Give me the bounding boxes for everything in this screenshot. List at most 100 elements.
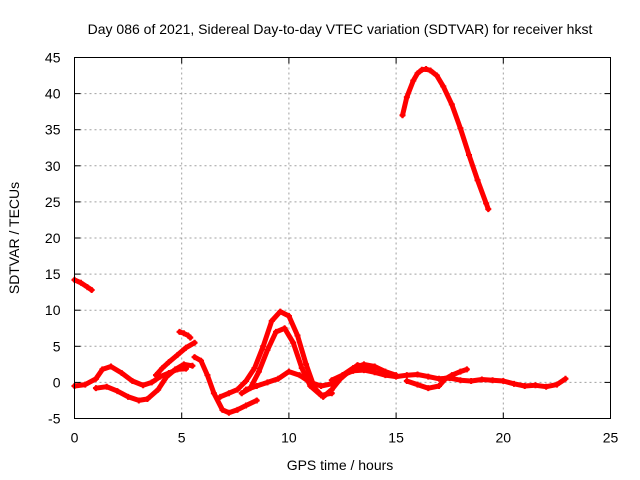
data-point xyxy=(463,366,470,373)
data-point xyxy=(155,386,162,393)
data-point xyxy=(275,375,282,382)
y-tick-label: 20 xyxy=(45,230,61,246)
data-point xyxy=(500,377,507,384)
data-point xyxy=(92,375,99,382)
data-point xyxy=(433,72,440,79)
axis-ticks xyxy=(74,57,611,419)
data-point xyxy=(296,372,303,379)
data-point xyxy=(140,382,147,389)
x-tick-label: 10 xyxy=(281,430,297,446)
data-point xyxy=(135,397,142,404)
data-point xyxy=(457,125,464,132)
data-point xyxy=(84,284,91,291)
data-point xyxy=(253,397,260,404)
data-point xyxy=(281,325,288,332)
data-point xyxy=(114,388,121,395)
data-point xyxy=(285,312,292,319)
data-point xyxy=(543,383,550,390)
y-tick-label: 45 xyxy=(45,50,61,66)
data-point xyxy=(468,377,475,384)
data-point xyxy=(442,375,449,382)
data-point xyxy=(191,339,198,346)
data-point xyxy=(360,361,367,368)
y-tick-label: 25 xyxy=(45,194,61,210)
data-point xyxy=(465,151,472,158)
data-series xyxy=(71,66,569,416)
data-point xyxy=(92,385,99,392)
data-point xyxy=(478,376,485,383)
y-tick-label: 35 xyxy=(45,122,61,138)
data-point xyxy=(88,286,95,293)
data-point xyxy=(457,377,464,384)
y-tick-label: -5 xyxy=(48,411,61,427)
x-tick-label: 25 xyxy=(603,430,619,446)
y-axis-label: SDTVAR / TECUs xyxy=(6,182,22,294)
data-point xyxy=(176,328,183,335)
data-point xyxy=(328,377,335,384)
data-point xyxy=(157,373,164,380)
data-point xyxy=(197,357,204,364)
data-point xyxy=(144,396,151,403)
data-point xyxy=(234,386,241,393)
data-point xyxy=(485,206,492,213)
data-point xyxy=(435,383,442,390)
data-point xyxy=(273,328,280,335)
data-point xyxy=(553,381,560,388)
y-tick-label: 15 xyxy=(45,266,61,282)
data-point xyxy=(474,177,481,184)
data-point xyxy=(159,364,166,371)
data-point xyxy=(532,382,539,389)
data-point xyxy=(180,361,187,368)
data-point xyxy=(435,375,442,382)
y-tick-label: 30 xyxy=(45,158,61,174)
data-point xyxy=(165,359,172,366)
x-tick-label: 5 xyxy=(178,430,186,446)
data-point xyxy=(243,386,250,393)
x-axis-label: GPS time / hours xyxy=(287,457,394,473)
y-tick-label: 40 xyxy=(45,86,61,102)
data-point xyxy=(403,372,410,379)
data-point xyxy=(371,363,378,370)
data-point xyxy=(277,308,284,315)
data-point xyxy=(318,392,325,399)
data-point xyxy=(393,373,400,380)
data-point xyxy=(448,101,455,108)
chart-title: Day 086 of 2021, Sidereal Day-to-day VTE… xyxy=(88,21,593,37)
data-point xyxy=(129,377,136,384)
data-point xyxy=(225,409,232,416)
data-point xyxy=(318,383,325,390)
data-point xyxy=(264,346,271,353)
data-point xyxy=(191,354,198,361)
data-point xyxy=(521,383,528,390)
data-point xyxy=(255,368,262,375)
data-point xyxy=(371,369,378,376)
series-track-1 xyxy=(72,277,95,293)
data-point xyxy=(403,377,410,384)
data-point xyxy=(210,390,217,397)
data-point xyxy=(251,364,258,371)
data-point xyxy=(290,339,297,346)
data-point xyxy=(82,381,89,388)
data-point xyxy=(243,377,250,384)
data-point xyxy=(294,332,301,339)
data-point xyxy=(264,379,271,386)
data-point xyxy=(427,67,434,74)
data-point xyxy=(399,112,406,119)
data-point xyxy=(217,393,224,400)
data-point xyxy=(511,380,518,387)
data-point xyxy=(360,367,367,374)
x-tick-labels: 0 5 10 15 20 25 xyxy=(71,430,619,446)
x-tick-label: 0 xyxy=(71,430,79,446)
data-point xyxy=(414,371,421,378)
y-tick-labels: -5 0 5 10 15 20 25 30 35 40 45 xyxy=(45,50,61,427)
data-point xyxy=(125,393,132,400)
data-point xyxy=(204,372,211,379)
data-point xyxy=(163,373,170,380)
data-point xyxy=(414,70,421,77)
data-point xyxy=(148,379,155,386)
data-point xyxy=(410,77,417,84)
data-point xyxy=(298,364,305,371)
data-point xyxy=(234,406,241,413)
data-point xyxy=(225,390,232,397)
